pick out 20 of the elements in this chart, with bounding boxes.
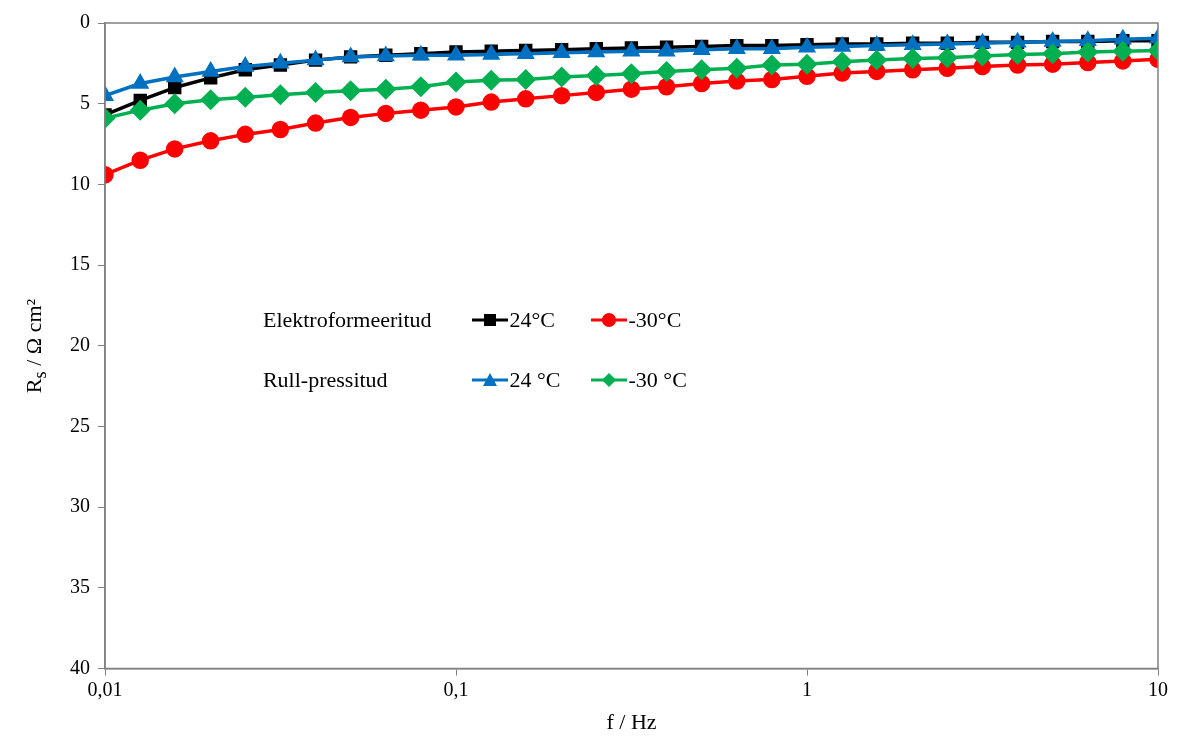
- annotation: Elektroformeeritud: [262, 307, 432, 334]
- legend-label: -30 °C: [628, 367, 687, 394]
- y-tick-label: 5: [80, 90, 90, 113]
- y-tick-label: 40: [70, 655, 90, 678]
- y-tick-label: 25: [70, 413, 90, 436]
- x-tick-label: 1: [802, 677, 812, 700]
- y-tick-label: 15: [70, 252, 90, 275]
- legend-label: 24°C: [509, 307, 556, 334]
- y-tick-label: 35: [70, 575, 90, 598]
- y-tick-label: 20: [70, 333, 90, 356]
- y-tick-label: 10: [70, 171, 90, 194]
- x-axis-title: f / Hz: [606, 708, 657, 734]
- legend-label: -30°C: [628, 307, 682, 334]
- y-tick-label: 0: [80, 10, 90, 33]
- y-tick-label: 30: [70, 494, 90, 517]
- x-tick-label: 10: [1148, 677, 1168, 700]
- x-tick-label: 0,1: [443, 677, 469, 700]
- x-tick-label: 0,01: [87, 677, 123, 700]
- annotation: Rull-pressitud: [262, 367, 389, 394]
- legend-label: 24 °C: [509, 367, 561, 394]
